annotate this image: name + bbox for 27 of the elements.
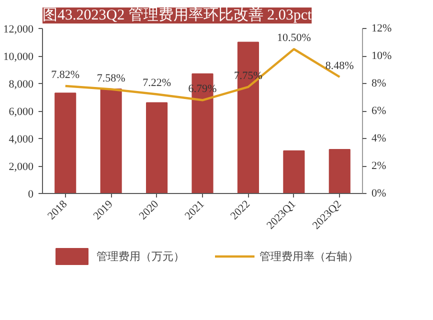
y-tick-label: 10,000 — [3, 51, 34, 63]
bar — [100, 88, 122, 194]
data-label: 10.50% — [276, 32, 311, 44]
y-tick-label: 0 — [28, 188, 34, 200]
bar — [54, 92, 76, 194]
data-label: 8.48% — [325, 60, 354, 72]
y2-tick-label: 12% — [372, 22, 392, 34]
bar — [328, 149, 350, 194]
y2-tick-label: 2% — [372, 160, 386, 172]
y-tick-label: 4,000 — [8, 134, 34, 146]
data-label: 7.82% — [51, 68, 80, 81]
y-tick-label: 2,000 — [8, 161, 34, 173]
y2-tick-label: 6% — [372, 105, 386, 117]
legend-label: 管理费用率（右轴） — [260, 250, 358, 264]
chart-title: 图43.2023Q2 管理费用率环比改善 2.03pct — [42, 6, 312, 24]
y2-tick-label: 4% — [372, 132, 386, 144]
data-label: 7.22% — [142, 77, 171, 90]
data-label: 7.58% — [96, 72, 126, 84]
y-tick-label: 6,000 — [8, 106, 34, 118]
bar — [283, 150, 305, 194]
y2-tick-label: 0% — [372, 188, 386, 200]
y-tick-label: 12,000 — [3, 24, 34, 36]
y2-tick-label: 10% — [372, 50, 392, 62]
y-tick-label: 8,000 — [8, 78, 34, 90]
y2-tick-label: 8% — [372, 78, 386, 90]
bar — [146, 102, 168, 194]
legend-label: 管理费用（万元） — [96, 250, 184, 264]
